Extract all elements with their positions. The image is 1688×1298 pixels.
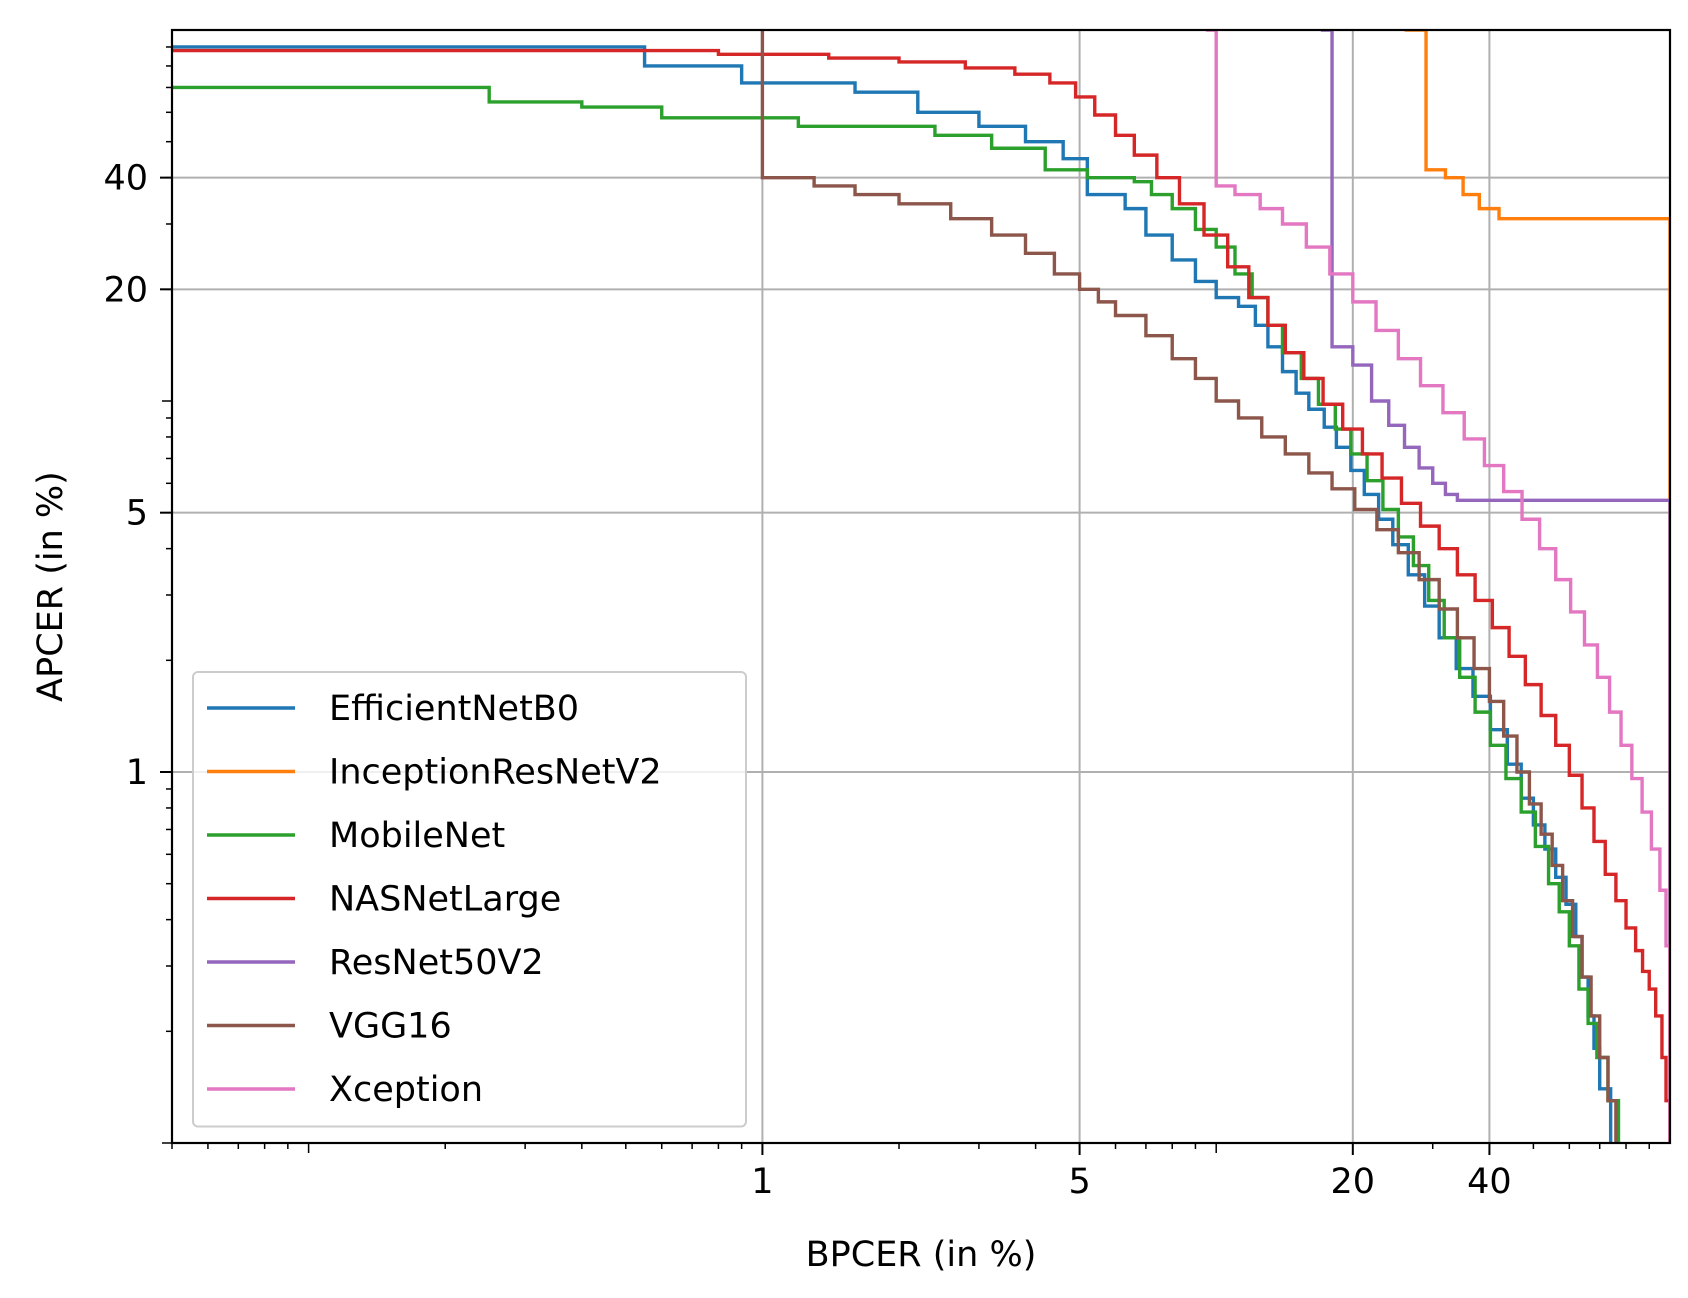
y-axis-title: APCER (in %) — [31, 471, 71, 702]
x-axis-ticks: 1 5 20 40 — [751, 1143, 1512, 1202]
legend-label-mobilenet: MobileNet — [329, 816, 505, 856]
x-tick-label-0: 1 — [751, 1162, 773, 1202]
series-line-vgg16 — [760, 30, 1618, 1143]
y-tick-label-2: 20 — [103, 270, 148, 310]
series-line-inceptionresnetv2 — [1404, 30, 1670, 1143]
series-line-xception — [1206, 30, 1670, 1143]
legend-label-resnet50v2: ResNet50V2 — [329, 943, 544, 983]
y-tick-label-0: 1 — [126, 753, 148, 793]
legend-label-nasnetlarge: NASNetLarge — [329, 880, 561, 920]
legend-label-xception: Xception — [329, 1070, 483, 1110]
y-tick-label-1: 5 — [126, 494, 148, 534]
x-tick-label-2: 20 — [1331, 1162, 1376, 1202]
x-tick-label-1: 5 — [1068, 1162, 1090, 1202]
x-axis-title: BPCER (in %) — [806, 1235, 1037, 1275]
y-tick-label-3: 40 — [103, 159, 148, 199]
series-lines — [172, 30, 1670, 1143]
x-tick-label-3: 40 — [1467, 1162, 1512, 1202]
legend: EfficientNetB0 InceptionResNetV2 MobileNet… — [192, 671, 747, 1128]
y-axis-ticks: 1 5 20 40 — [103, 159, 172, 793]
plot-area-frame — [170, 28, 1672, 1145]
series-line-nasnetlarge — [172, 48, 1670, 1143]
legend-label-efficientnetb0: EfficientNetB0 — [329, 689, 579, 729]
legend-label-vgg16: VGG16 — [329, 1007, 452, 1047]
legend-label-inceptionresnetv2: InceptionResNetV2 — [329, 753, 662, 793]
series-line-efficientnetb0 — [172, 45, 1613, 1143]
legend-box — [192, 671, 747, 1128]
series-line-resnet50v2 — [1320, 30, 1670, 1143]
